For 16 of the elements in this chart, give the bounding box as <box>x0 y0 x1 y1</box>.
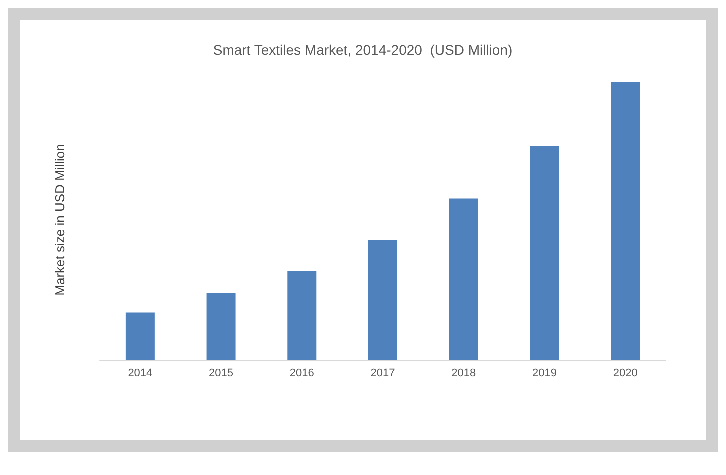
x-tick-label: 2020 <box>613 368 638 380</box>
x-tick-label: 2015 <box>209 368 234 380</box>
x-tick-label: 2014 <box>128 368 153 380</box>
bar <box>206 293 236 360</box>
x-tick-label: 2016 <box>290 368 314 380</box>
x-tick-label: 2018 <box>452 368 476 380</box>
chart-title: Smart Textiles Market, 2014-2020 (USD Million) <box>213 42 513 58</box>
bar <box>530 146 560 360</box>
bar <box>611 82 640 360</box>
bar <box>449 198 478 360</box>
y-axis-title: Market size in USD Million <box>52 144 68 296</box>
x-tick-label: 2017 <box>370 368 396 380</box>
bar <box>368 240 398 360</box>
x-tick-label: 2019 <box>532 368 557 380</box>
bar <box>126 312 155 360</box>
bar <box>288 271 317 360</box>
